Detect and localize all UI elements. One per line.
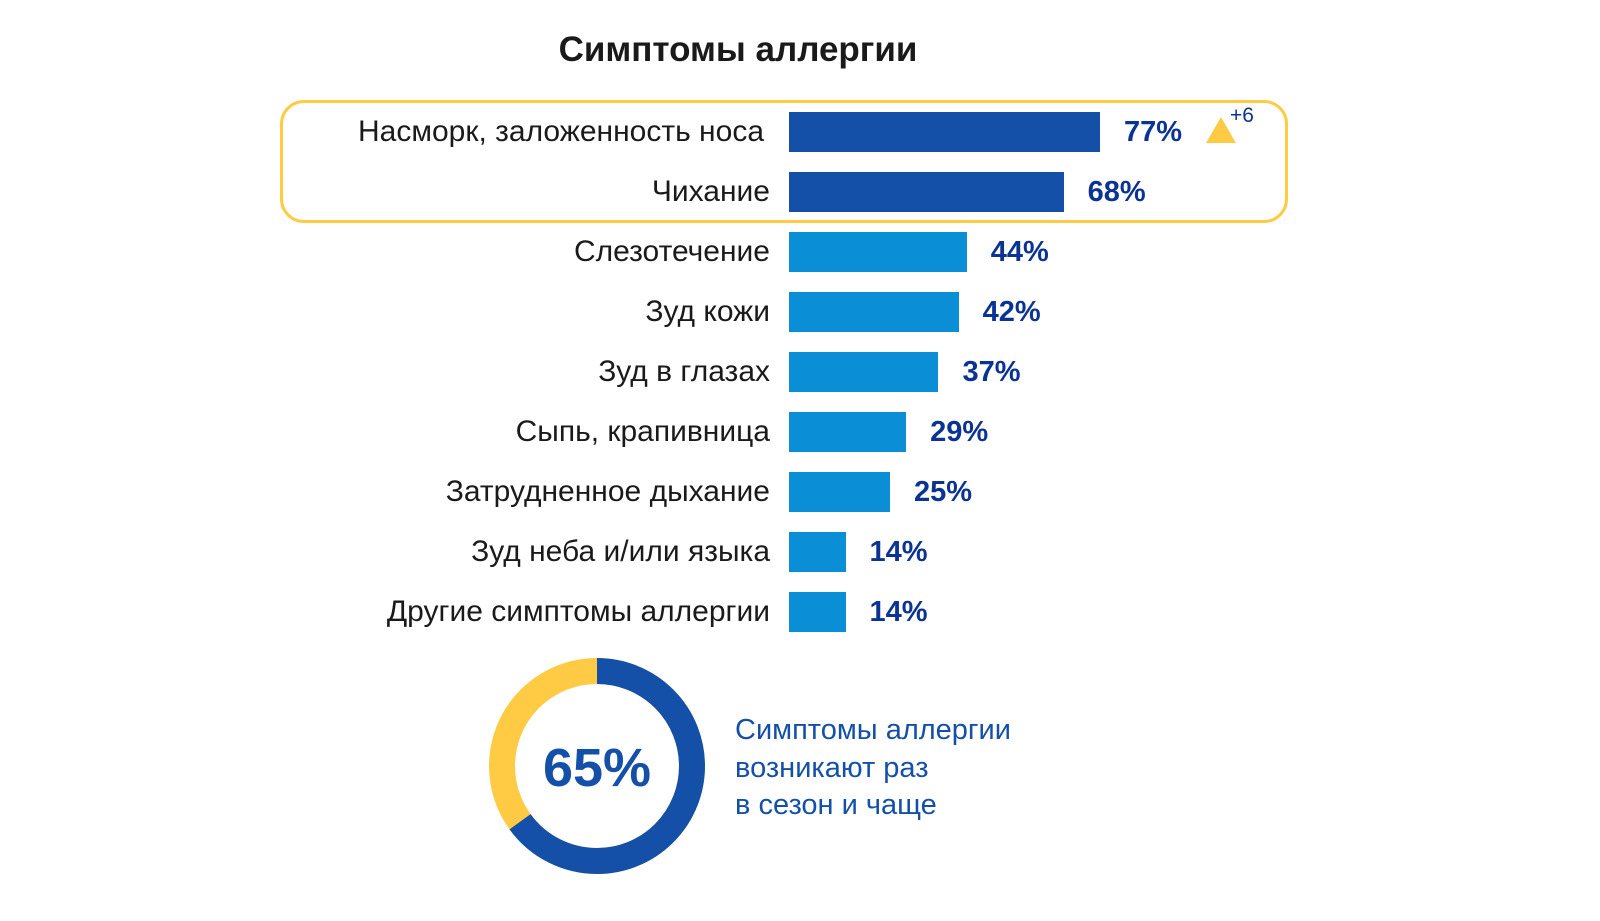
- delta-label: +6: [1230, 104, 1254, 127]
- bar-row: Затрудненное дыхание 25%: [0, 472, 1600, 512]
- increase-triangle-icon: [1206, 117, 1236, 143]
- donut-caption-line: возникают раз: [735, 751, 929, 784]
- category-label: Сыпь, крапивница: [515, 415, 770, 448]
- bar-row: Сыпь, крапивница 29%: [0, 412, 1600, 452]
- chart-title: Симптомы аллергии: [558, 30, 918, 69]
- value-label: 37%: [962, 356, 1021, 388]
- bar: [789, 472, 890, 512]
- bar: [789, 352, 939, 392]
- donut-chart: 65%: [489, 658, 705, 874]
- donut-value-arc: [489, 658, 705, 874]
- donut-caption: Симптомы аллергии возникают раз в сезон …: [735, 712, 1011, 825]
- bar-row: Зуд неба и/или языка 14%: [0, 532, 1600, 572]
- value-label: 14%: [869, 596, 928, 628]
- category-label: Зуд в глазах: [598, 355, 770, 388]
- category-label: Затрудненное дыхание: [445, 475, 770, 508]
- bar-row: Насморк, заложенность носа 77% +6: [0, 104, 1600, 152]
- category-label: Насморк, заложенность носа: [358, 115, 764, 148]
- donut-caption-line: в сезон и чаще: [735, 789, 937, 821]
- bar-row: Чихание 68%: [0, 172, 1600, 212]
- value-label: 14%: [869, 536, 928, 568]
- bar: [789, 112, 1100, 152]
- value-label: 42%: [982, 296, 1041, 328]
- bar: [789, 292, 959, 332]
- category-label: Зуд неба и/или языка: [471, 535, 770, 568]
- donut-caption-line: Симптомы аллергии: [735, 714, 1011, 746]
- highlight-box: [280, 100, 1288, 223]
- bar: [789, 172, 1064, 212]
- value-label: 77%: [1124, 116, 1183, 148]
- bar: [789, 592, 846, 632]
- category-label: Чихание: [651, 175, 770, 208]
- value-label: 29%: [930, 416, 989, 448]
- value-label: 44%: [990, 236, 1049, 268]
- bar: [789, 412, 907, 452]
- category-label: Другие симптомы аллергии: [386, 595, 770, 628]
- bar: [789, 532, 846, 572]
- donut-value-label: 65%: [543, 738, 651, 798]
- value-label: 25%: [913, 476, 973, 508]
- bar-row: Зуд кожи 42%: [0, 292, 1600, 332]
- category-label: Зуд кожи: [645, 295, 770, 328]
- bar-row: Другие симптомы аллергии 14%: [0, 592, 1600, 632]
- bar-row: Слезотечение 44%: [0, 232, 1600, 272]
- value-label: 68%: [1087, 176, 1146, 208]
- category-label: Слезотечение: [573, 235, 770, 268]
- bar: [789, 232, 967, 272]
- bar-row: Зуд в глазах 37%: [0, 352, 1600, 392]
